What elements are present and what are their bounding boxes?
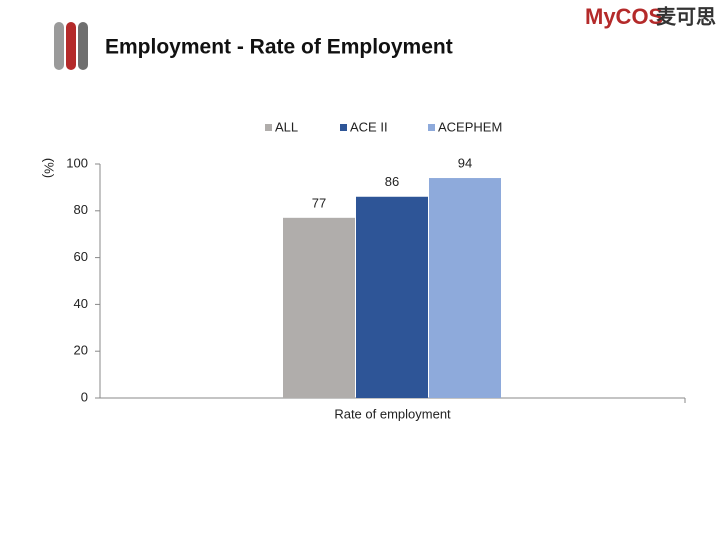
logo-cn: 麦可思 [656, 4, 716, 28]
legend-swatch [428, 124, 435, 131]
legend-label: ACE II [350, 119, 388, 134]
y-tick-label: 80 [74, 202, 88, 217]
bar [429, 178, 501, 398]
y-axis-label: (%) [42, 158, 57, 178]
legend-label: ALL [275, 119, 298, 134]
bar [283, 217, 355, 398]
chart-title: Employment - Rate of Employment [105, 36, 453, 59]
y-tick-label: 0 [81, 389, 88, 404]
y-tick-label: 60 [74, 249, 88, 264]
legend-swatch [265, 124, 272, 131]
data-label: 94 [458, 155, 472, 170]
decoration [54, 22, 88, 70]
data-label: 77 [312, 195, 326, 210]
y-tick-label: 20 [74, 343, 88, 358]
logo: MyCOS [585, 4, 663, 29]
data-label: 86 [385, 174, 399, 189]
y-tick-label: 40 [74, 296, 88, 311]
y-tick-label: 100 [66, 155, 88, 170]
legend-swatch [340, 124, 347, 131]
x-tick-label: Rate of employment [334, 406, 451, 421]
bar [356, 196, 428, 398]
legend-label: ACEPHEM [438, 119, 502, 134]
